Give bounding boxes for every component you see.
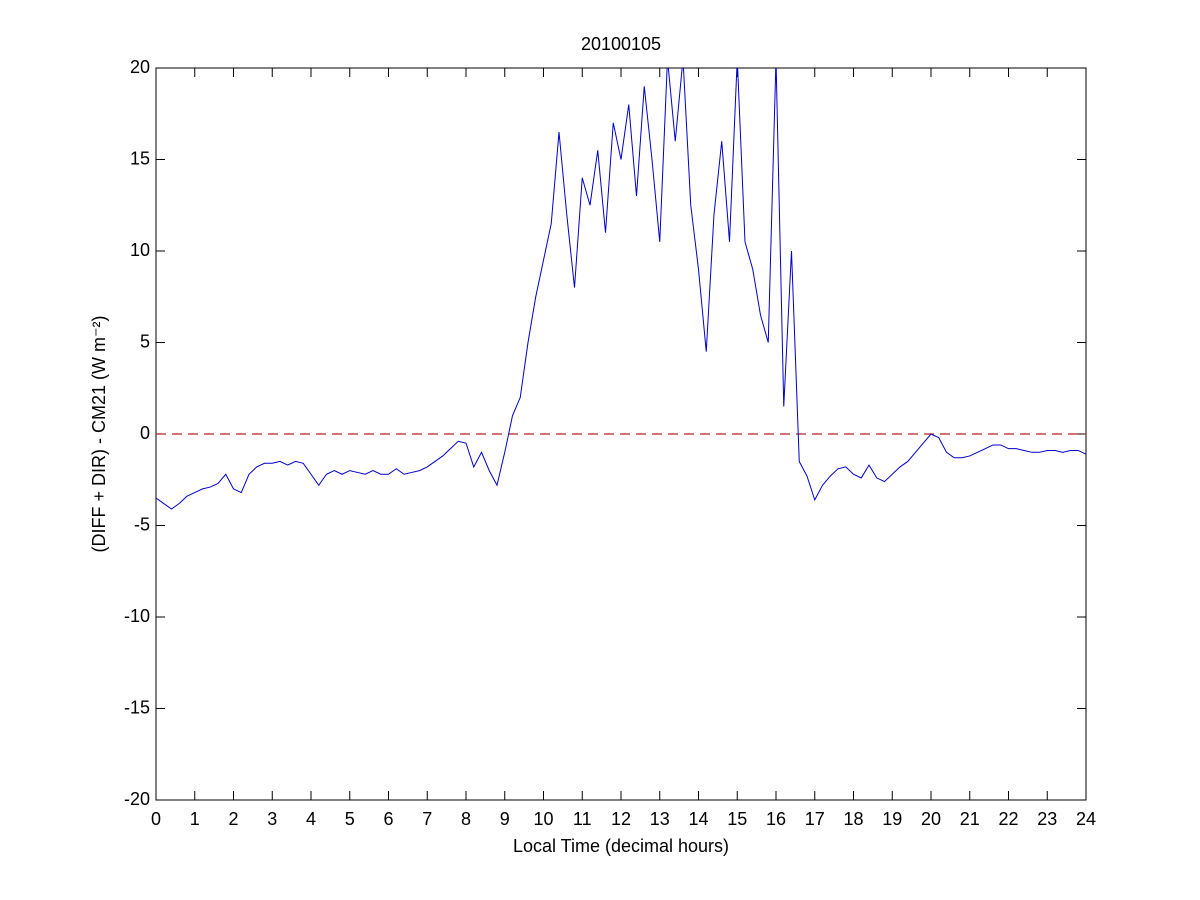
x-tick-label: 19 — [882, 809, 902, 829]
x-tick-label: 24 — [1076, 809, 1096, 829]
x-tick-label: 3 — [267, 809, 277, 829]
y-tick-label: 15 — [130, 148, 150, 168]
x-tick-label: 23 — [1037, 809, 1057, 829]
chart-title: 20100105 — [581, 34, 661, 54]
x-tick-label: 0 — [151, 809, 161, 829]
x-tick-label: 6 — [383, 809, 393, 829]
data-line — [156, 68, 1086, 510]
y-tick-label: -20 — [124, 789, 150, 809]
x-tick-label: 7 — [422, 809, 432, 829]
x-tick-label: 16 — [766, 809, 786, 829]
x-tick-label: 11 — [573, 809, 592, 829]
x-tick-label: 10 — [533, 809, 553, 829]
x-tick-label: 22 — [998, 809, 1018, 829]
y-tick-label: 5 — [140, 331, 150, 351]
y-tick-label: 0 — [140, 423, 150, 443]
y-tick-label: 20 — [130, 57, 150, 77]
x-tick-label: 2 — [228, 809, 238, 829]
x-tick-label: 15 — [727, 809, 747, 829]
y-axis-label: (DIFF + DIR) - CM21 (W m⁻²) — [89, 316, 109, 553]
x-tick-label: 4 — [306, 809, 316, 829]
x-tick-label: 21 — [960, 809, 980, 829]
x-tick-label: 14 — [688, 809, 708, 829]
x-tick-label: 8 — [461, 809, 471, 829]
x-tick-label: 9 — [500, 809, 510, 829]
x-tick-label: 1 — [190, 809, 200, 829]
x-tick-label: 18 — [843, 809, 863, 829]
x-tick-label: 12 — [611, 809, 631, 829]
x-tick-label: 20 — [921, 809, 941, 829]
x-tick-label: 5 — [345, 809, 355, 829]
x-tick-label: 17 — [805, 809, 825, 829]
y-tick-label: -10 — [124, 606, 150, 626]
x-tick-label: 13 — [650, 809, 670, 829]
y-tick-label: -15 — [124, 697, 150, 717]
y-tick-label: 10 — [130, 240, 150, 260]
x-axis-label: Local Time (decimal hours) — [513, 836, 729, 856]
y-tick-label: -5 — [134, 514, 150, 534]
